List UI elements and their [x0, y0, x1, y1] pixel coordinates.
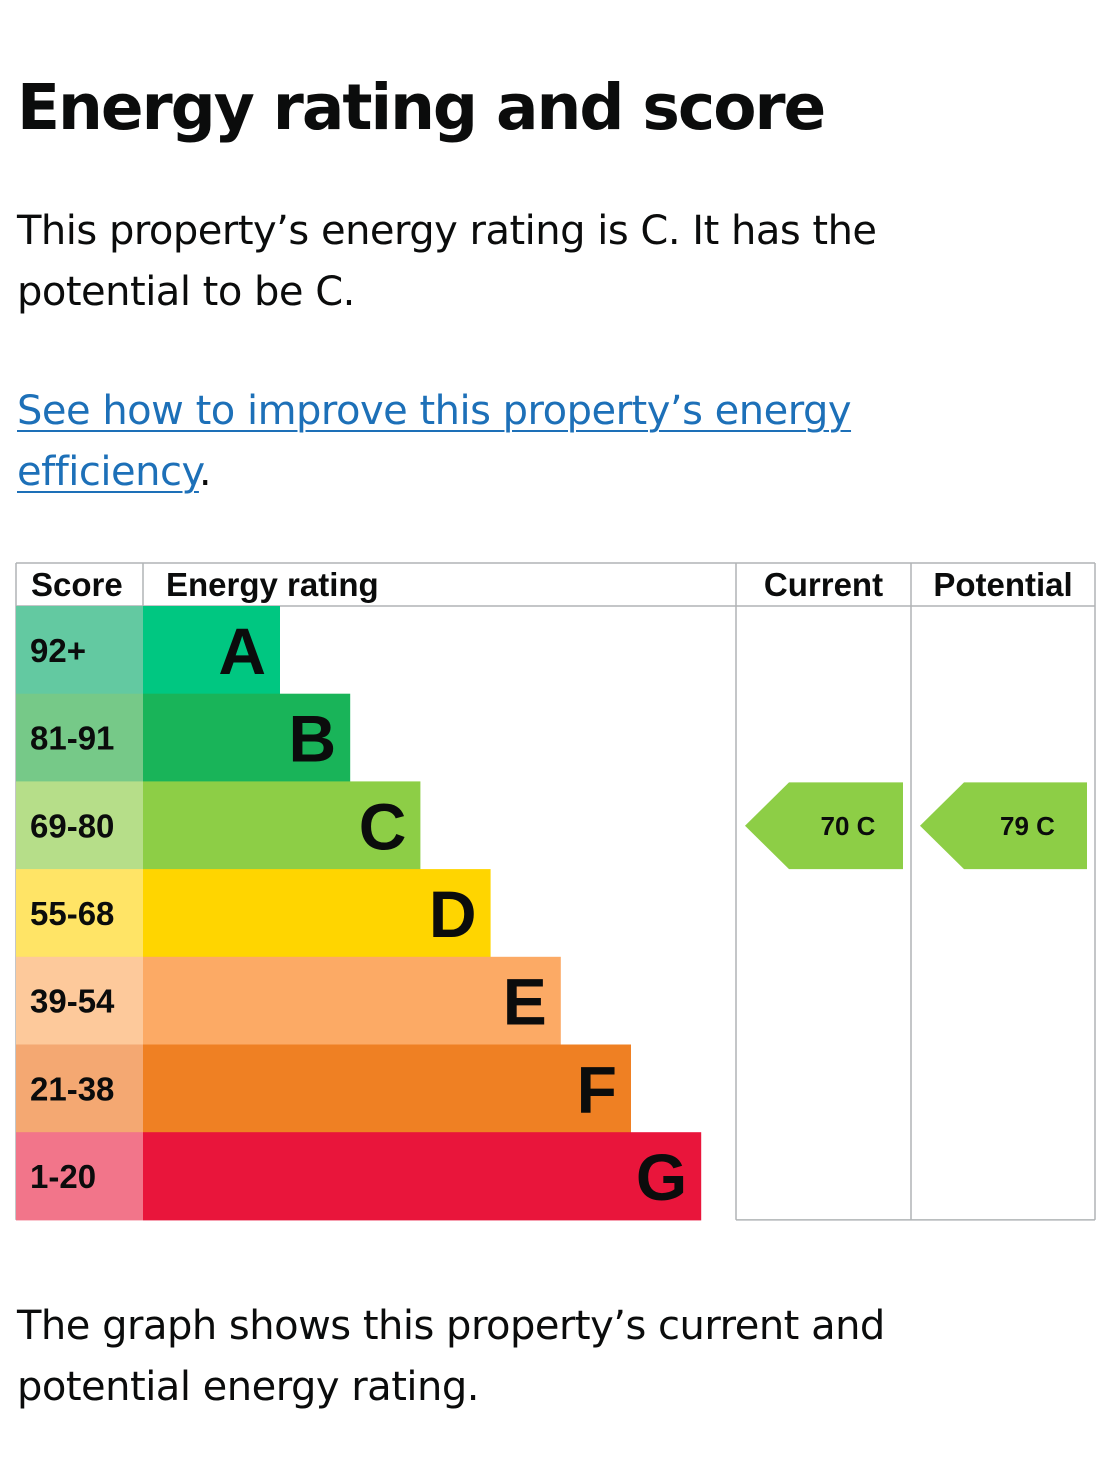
rating-summary: This property’s energy rating is C. It h…: [17, 208, 877, 315]
band-bar-d: [143, 869, 491, 958]
score-range-f: 21-38: [30, 1070, 114, 1107]
score-cell-c: [16, 781, 143, 870]
current-rating-label: 70 C: [821, 811, 876, 841]
band-letter-a: A: [218, 614, 266, 688]
improve-efficiency-link[interactable]: See how to improve this property’s energ…: [17, 388, 852, 495]
potential-rating-label: 79 C: [1000, 811, 1055, 841]
potential-rating-arrow: [920, 782, 1087, 870]
band-bar-a: [143, 606, 280, 695]
band-bar-b: [143, 693, 351, 782]
improve-paragraph: See how to improve this property’s energ…: [17, 381, 1017, 503]
score-range-g: 1-20: [30, 1158, 96, 1195]
band-letter-b: B: [289, 702, 337, 776]
score-range-a: 92+: [30, 632, 86, 669]
score-cell-d: [16, 869, 143, 958]
score-range-e: 39-54: [30, 983, 115, 1020]
score-cell-a: [16, 606, 143, 695]
current-rating-arrow: [745, 782, 903, 870]
band-letter-e: E: [503, 965, 547, 1039]
score-cell-g: [16, 1132, 143, 1221]
header-energy-rating: Energy rating: [166, 566, 379, 603]
band-letter-f: F: [577, 1052, 617, 1126]
graph-caption: The graph shows this property’s current …: [17, 1303, 885, 1410]
header-current: Current: [764, 566, 883, 603]
band-letter-d: D: [429, 877, 477, 951]
header-potential: Potential: [933, 566, 1072, 603]
header-score: Score: [31, 566, 123, 603]
band-letter-c: C: [359, 789, 407, 863]
score-cell-e: [16, 956, 143, 1045]
score-cell-f: [16, 1044, 143, 1133]
band-bar-e: [143, 956, 561, 1045]
band-bar-f: [143, 1044, 631, 1133]
score-range-d: 55-68: [30, 895, 114, 932]
band-letter-g: G: [636, 1140, 687, 1214]
score-cell-b: [16, 693, 143, 782]
score-range-b: 81-91: [30, 720, 114, 757]
score-range-c: 69-80: [30, 807, 114, 844]
band-bar-c: [143, 781, 421, 870]
page-title: Energy rating and score: [17, 71, 826, 144]
band-bar-g: [143, 1132, 702, 1221]
link-suffix: .: [198, 449, 212, 495]
